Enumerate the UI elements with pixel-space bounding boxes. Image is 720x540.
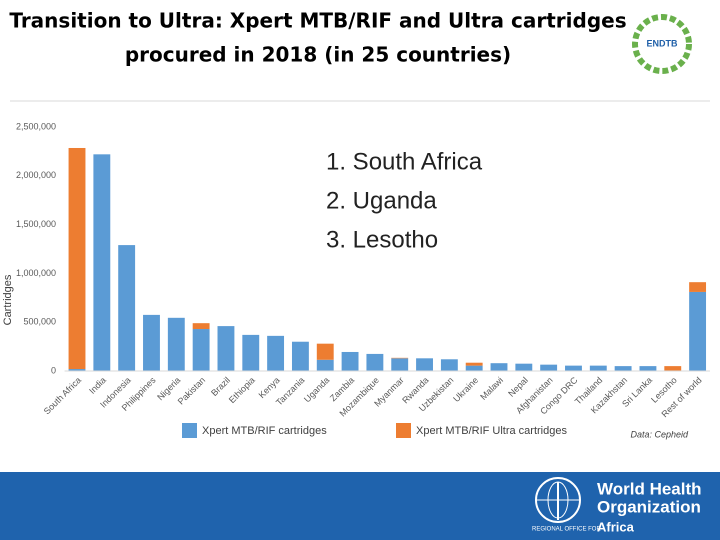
bar-segment xyxy=(68,147,86,370)
bar-segment xyxy=(664,366,682,371)
x-tick-label: Ukraine xyxy=(451,375,480,404)
bar-segment xyxy=(143,314,160,371)
bar-segment xyxy=(565,365,582,371)
bar-segment xyxy=(490,363,508,371)
org-name: Organization xyxy=(597,497,701,516)
y-tick-label: 500,000 xyxy=(23,317,56,327)
x-tick-label: India xyxy=(87,375,108,396)
bar-segment xyxy=(291,341,309,371)
y-axis-label: Cartridges xyxy=(2,274,14,325)
y-tick-label: 0 xyxy=(51,365,56,375)
x-tick-label: South Africa xyxy=(42,375,83,416)
bar-segment xyxy=(93,154,111,371)
x-tick-label: Uganda xyxy=(302,375,331,404)
bar-segment xyxy=(118,245,136,371)
y-tick-label: 2,000,000 xyxy=(16,170,56,180)
bar-segment xyxy=(68,369,86,371)
legend-label: Xpert MTB/RIF cartridges xyxy=(202,425,327,437)
bar-segment xyxy=(589,365,607,371)
x-tick-label: Ethiopia xyxy=(227,375,257,405)
title-line: procured in 2018 (in 25 countries) xyxy=(125,43,511,67)
legend-label: Xpert MTB/RIF Ultra cartridges xyxy=(416,425,567,437)
highlight-item: 1. South Africa xyxy=(326,148,483,175)
bar-segment xyxy=(515,363,533,371)
bar-segment xyxy=(465,365,483,371)
bar-segment xyxy=(192,329,210,371)
bar-segment xyxy=(391,358,409,371)
region-name: Africa xyxy=(597,519,635,534)
bar-segment xyxy=(167,317,185,371)
bar-segment xyxy=(639,366,657,371)
bar-segment xyxy=(416,358,433,371)
bar-segment xyxy=(341,351,359,371)
bar-segment xyxy=(540,364,558,371)
bar-segment xyxy=(316,359,334,371)
legend-swatch xyxy=(182,423,197,438)
org-name: World Health xyxy=(597,479,702,498)
x-tick-label: Pakistan xyxy=(176,375,207,406)
logo-center xyxy=(643,25,681,63)
x-tick-label: Brazil xyxy=(209,375,232,398)
y-tick-label: 2,500,000 xyxy=(16,121,56,131)
bar-segment xyxy=(689,291,707,371)
y-tick-label: 1,500,000 xyxy=(16,219,56,229)
bar-segment xyxy=(242,334,260,371)
bar-segment xyxy=(614,366,632,371)
y-tick-label: 1,000,000 xyxy=(16,268,56,278)
legend-swatch xyxy=(396,423,411,438)
end-tb-logo: ENDTB xyxy=(632,14,692,74)
bar-segment xyxy=(366,353,384,371)
source-note: Data: Cepheid xyxy=(630,429,689,439)
logo-ring xyxy=(632,14,692,74)
title-line: Transition to Ultra: Xpert MTB/RIF and U… xyxy=(9,9,626,33)
footer-band xyxy=(0,472,720,540)
highlight-item: 3. Lesotho xyxy=(326,226,438,253)
bar-segment xyxy=(267,335,285,371)
bar-segment xyxy=(465,362,483,366)
bar-segment xyxy=(689,282,707,292)
bar-segment xyxy=(192,323,210,330)
bar-segment xyxy=(316,343,334,360)
who-logo xyxy=(535,477,581,523)
x-tick-label: Malawi xyxy=(478,375,505,402)
region-prefix: REGIONAL OFFICE FOR xyxy=(532,527,601,533)
highlight-item: 2. Uganda xyxy=(326,187,437,214)
logo-text: ENDTB xyxy=(647,38,678,48)
bar-segment xyxy=(217,326,235,371)
bar-segment xyxy=(440,359,458,371)
